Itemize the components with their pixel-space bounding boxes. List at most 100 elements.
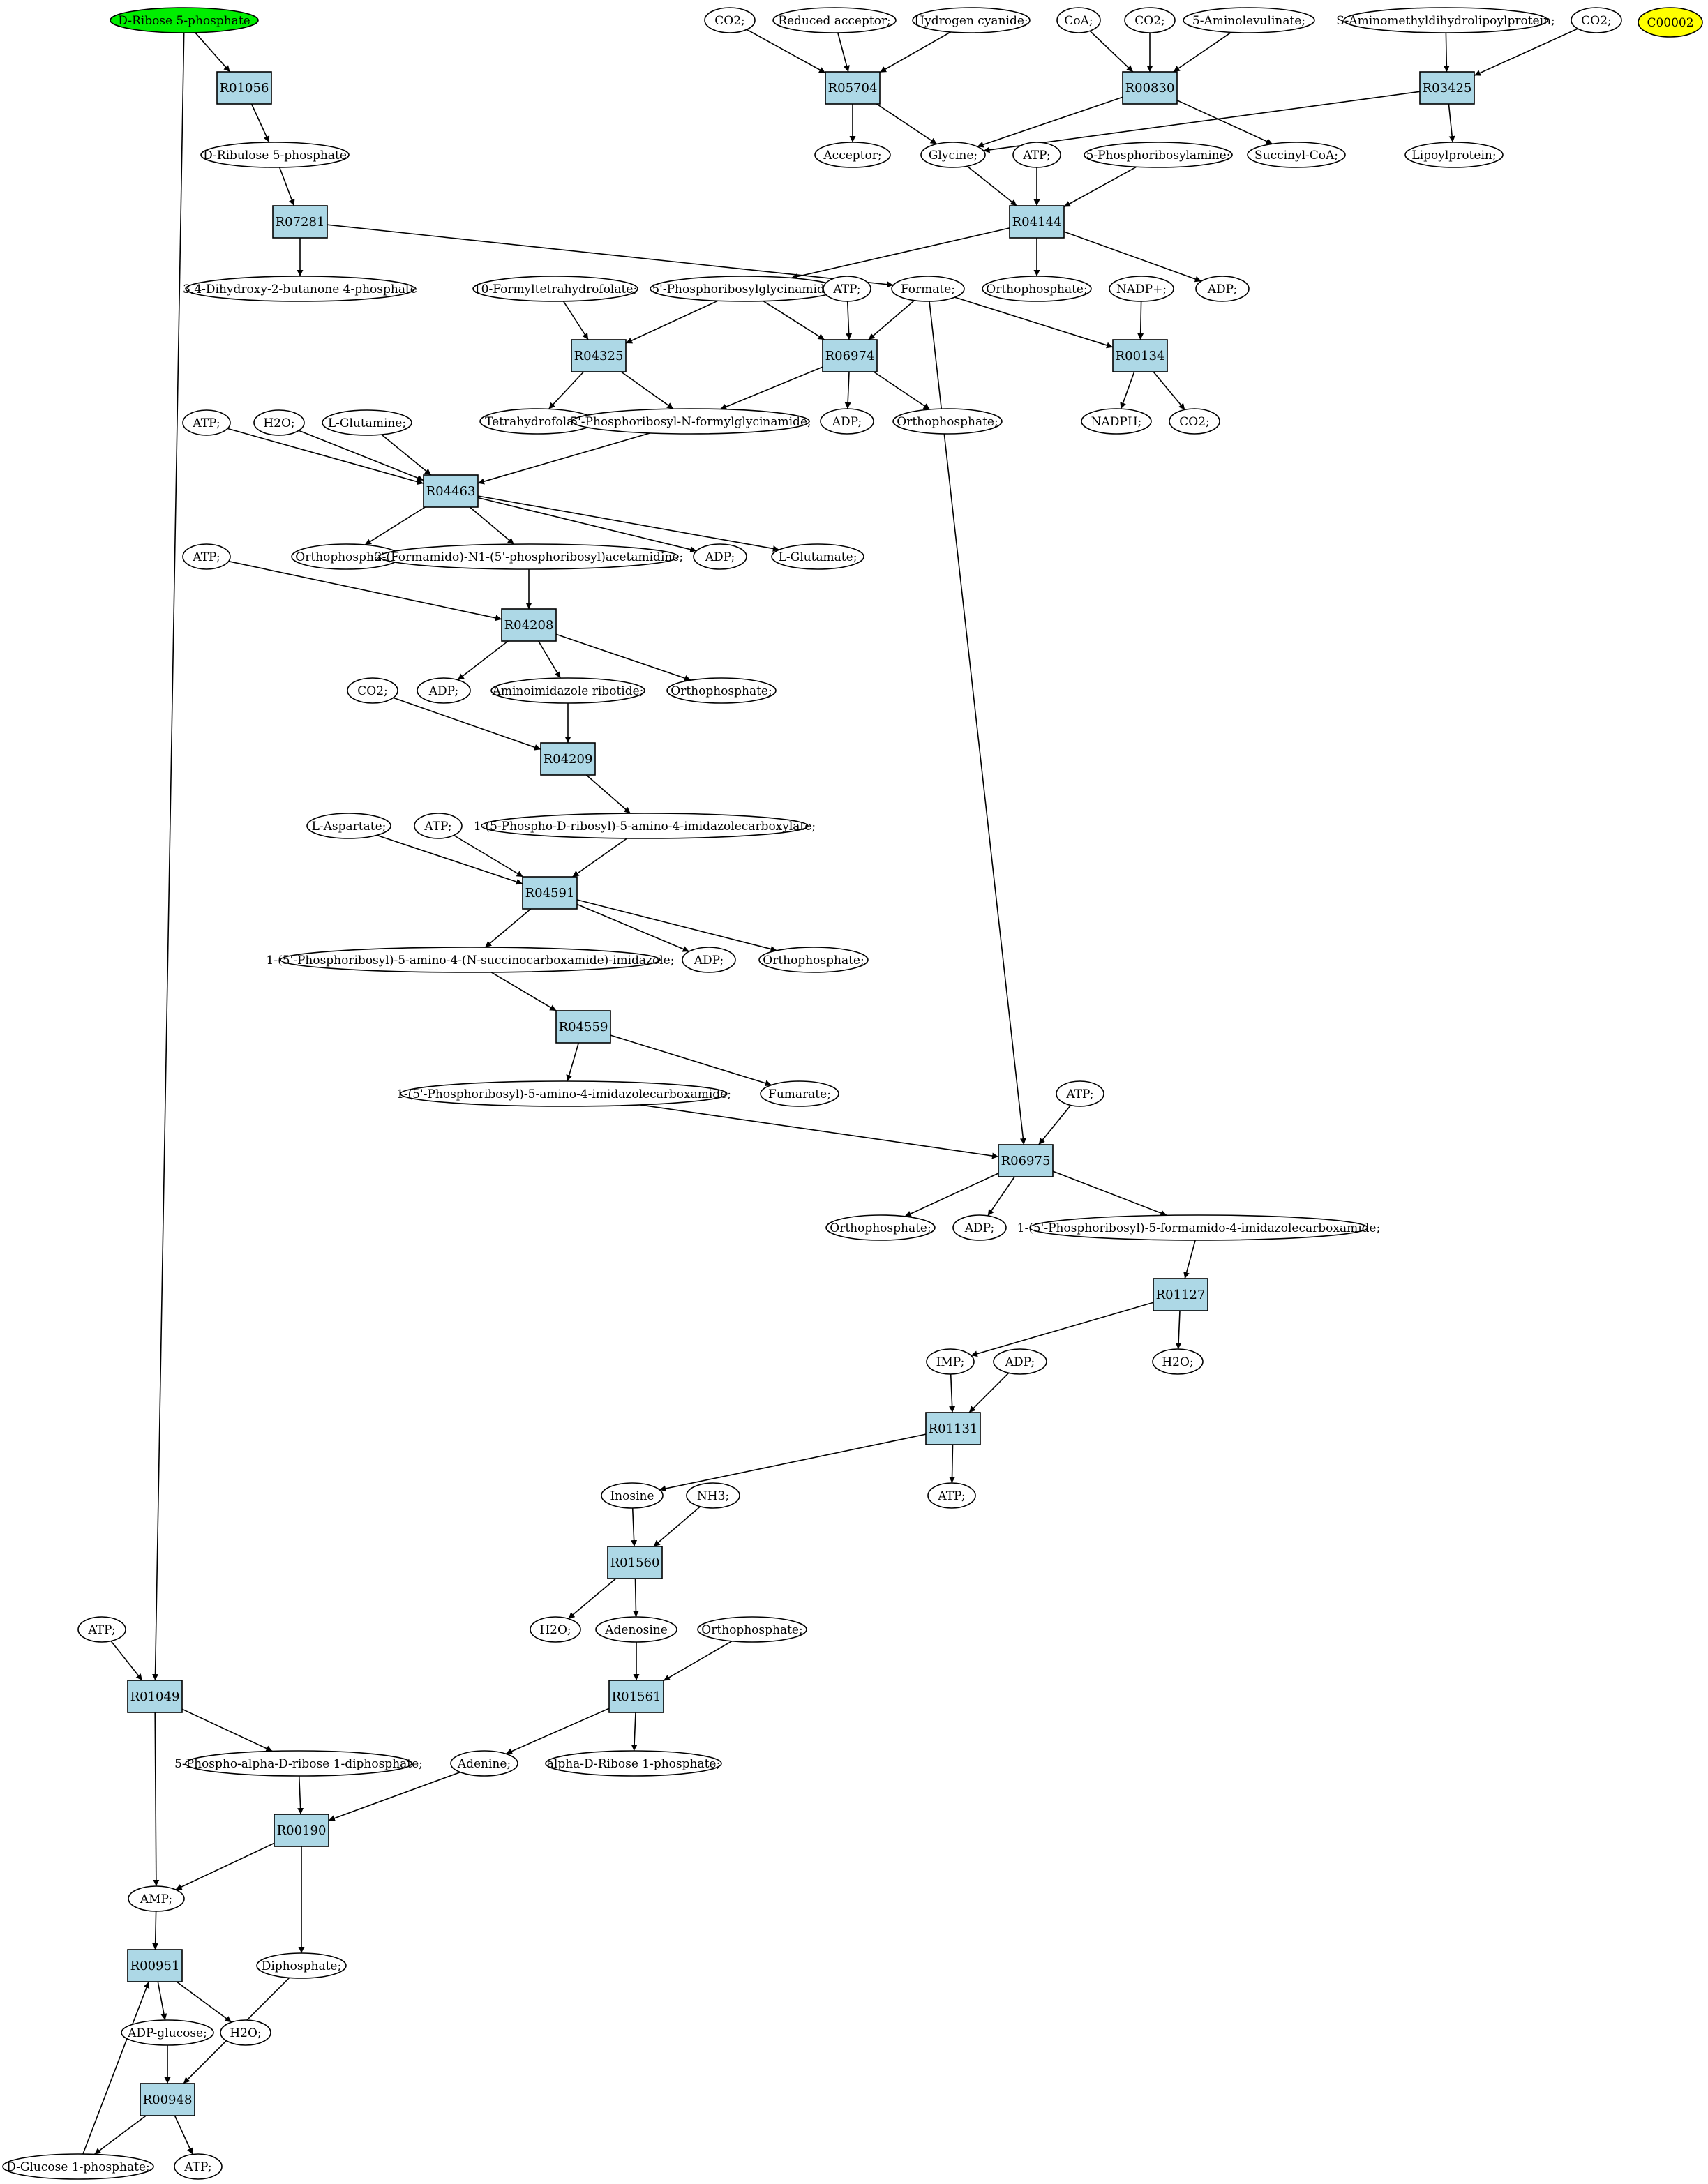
metabolite-node[interactable]: AMP; [128, 1885, 185, 1912]
metabolite-node[interactable]: ATP; [77, 1616, 126, 1643]
metabolite-node[interactable]: H2O; [1152, 1348, 1204, 1375]
reaction-node[interactable]: R01561 [608, 1680, 664, 1713]
metabolite-node[interactable]: ATP; [182, 409, 231, 436]
metabolite-node[interactable]: H2O; [253, 409, 305, 436]
metabolite-node[interactable]: L-Glutamine; [322, 409, 412, 436]
metabolite-node[interactable]: Orthophosphate; [892, 408, 1003, 435]
metabolite-node[interactable]: 5'-Phosphoribosyl-N-formylglycinamide; [570, 408, 811, 435]
metabolite-node[interactable]: Orthophosphate; [825, 1214, 936, 1241]
metabolite-node[interactable]: H2O; [530, 1616, 581, 1643]
metabolite-node[interactable]: L-Aspartate; [306, 813, 391, 839]
reaction-node[interactable]: R00830 [1122, 71, 1178, 105]
reaction-node[interactable]: R04559 [555, 1010, 611, 1044]
metabolite-node[interactable]: CoA; [1056, 7, 1101, 33]
metabolite-node[interactable]: Acceptor; [814, 142, 891, 168]
metabolite-node[interactable]: 5'-Phosphoribosylglycinamide; [650, 276, 838, 302]
metabolite-node[interactable]: ADP; [682, 947, 736, 973]
nodes-layer: D-Ribose 5-phosphate CO2; Reduced acceptor… [2, 7, 1703, 2180]
metabolite-node[interactable]: Succinyl-CoA; [1247, 142, 1346, 168]
reaction-node[interactable]: R01560 [607, 1546, 663, 1579]
metabolite-node[interactable]: CO2; [1571, 7, 1622, 33]
metabolite-node[interactable]: Reduced acceptor; [772, 7, 897, 33]
metabolite-node[interactable]: 5-Phospho-alpha-D-ribose 1-diphosphate; [174, 1750, 423, 1777]
metabolite-node[interactable]: Orthophosphate; [982, 276, 1092, 302]
metabolite-node[interactable]: Formate; [891, 276, 965, 302]
metabolite-node[interactable]: ATP; [823, 276, 871, 302]
reaction-node[interactable]: R07281 [272, 205, 328, 239]
reaction-node[interactable]: R01131 [925, 1412, 981, 1445]
reaction-node[interactable]: R01127 [1153, 1278, 1208, 1311]
metabolite-node[interactable]: NADP+; [1109, 276, 1174, 302]
metabolite-node[interactable]: Diphosphate; [256, 1952, 347, 1979]
metabolite-node[interactable]: ADP; [417, 677, 471, 704]
reaction-node[interactable]: R00134 [1112, 339, 1168, 372]
metabolite-node[interactable]: CO2; [347, 677, 398, 704]
metabolite-node[interactable]: Orthophosphate; [666, 677, 777, 704]
metabolite-node[interactable]: S-Aminomethyldihydrolipoylprotein; [1336, 7, 1555, 33]
reaction-node[interactable]: R06974 [822, 339, 878, 372]
metabolite-node[interactable]: L-Glutamate; [771, 543, 864, 570]
metabolite-node[interactable]: NH3; [686, 1482, 740, 1509]
metabolite-node[interactable]: CO2; [1124, 7, 1176, 33]
metabolite-node[interactable]: ADP; [1195, 276, 1250, 302]
reaction-node[interactable]: R04144 [1009, 205, 1065, 239]
metabolite-node[interactable]: Lipoylprotein; [1404, 142, 1504, 168]
metabolite-node[interactable]: Inosine [601, 1482, 664, 1509]
reaction-node[interactable]: R05704 [825, 71, 881, 105]
metabolite-node[interactable]: 1-(5'-Phosphoribosyl)-5-amino-4-imidazol… [396, 1080, 731, 1107]
metabolite-node[interactable]: 1-(5-Phospho-D-ribosyl)-5-amino-4-imidaz… [474, 813, 816, 839]
metabolite-node[interactable]: IMP; [926, 1348, 975, 1375]
metabolite-node[interactable]: Adenine; [450, 1750, 518, 1777]
edge-R00948-to-atp_9 [174, 2115, 193, 2155]
reaction-node[interactable]: R00951 [127, 1949, 183, 1982]
metabolite-node[interactable]: ADP; [993, 1348, 1047, 1375]
metabolite-node[interactable]: H2O; [220, 2019, 271, 2046]
reaction-node[interactable]: R06975 [998, 1144, 1054, 1177]
metabolite-node[interactable]: Glycine; [920, 142, 986, 168]
reaction-node[interactable]: R01049 [127, 1680, 183, 1713]
reaction-node[interactable]: R04209 [540, 742, 596, 776]
reaction-node[interactable]: R00190 [274, 1814, 329, 1847]
metabolite-node[interactable]: Orthophosphate; [758, 947, 869, 973]
metabolite-node[interactable]: Orthophosphate; [697, 1616, 807, 1643]
metabolite-node[interactable]: 3,4-Dihydroxy-2-butanone 4-phosphate [183, 276, 417, 302]
metabolite-node[interactable]: CO2; [704, 7, 756, 33]
metabolite-node[interactable]: ATP; [1012, 142, 1061, 168]
reaction-node[interactable]: R04463 [423, 474, 479, 508]
metabolite-node[interactable]: 2-(Formamido)-N1-(5'-phosphoribosyl)acet… [375, 543, 683, 570]
metabolite-node[interactable]: ATP; [182, 543, 231, 570]
reaction-node[interactable]: R04591 [522, 876, 578, 910]
metabolite-node[interactable]: C00002 [1638, 7, 1703, 38]
metabolite-node[interactable]: D-Glucose 1-phosphate; [2, 2153, 154, 2180]
metabolite-node[interactable]: ADP; [820, 408, 874, 435]
reaction-node[interactable]: R04325 [571, 339, 627, 372]
metabolite-node[interactable]: D-Ribulose 5-phosphate [200, 142, 350, 168]
metabolite-node[interactable]: Orthophosphate; [291, 543, 401, 570]
reaction-node[interactable]: R04208 [501, 608, 557, 642]
metabolite-node[interactable]: 1-(5'-Phosphoribosyl)-5-amino-4-(N-succi… [267, 947, 675, 973]
metabolite-node[interactable]: D-Ribose 5-phosphate [110, 7, 259, 33]
metabolite-node[interactable]: Adenosine [595, 1616, 677, 1643]
metabolite-node[interactable]: ATP; [414, 813, 463, 839]
metabolite-node[interactable]: ATP; [174, 2153, 223, 2180]
reaction-node[interactable]: R01056 [216, 71, 272, 105]
metabolite-node[interactable]: ATP; [927, 1482, 976, 1509]
metabolite-node[interactable]: 10-Formyltetrahydrofolate; [472, 276, 638, 302]
metabolite-node[interactable]: ADP; [952, 1214, 1007, 1241]
metabolite-node[interactable]: Aminoimidazole ribotide; [490, 677, 645, 704]
metabolite-node[interactable]: Hydrogen cyanide; [912, 7, 1031, 33]
metabolite-node[interactable]: 5-Phosphoribosylamine; [1084, 142, 1233, 168]
metabolite-node[interactable]: ADP-glucose; [121, 2019, 214, 2046]
metabolite-node[interactable]: ADP; [693, 543, 747, 570]
metabolite-node[interactable]: Fumarate; [760, 1080, 839, 1107]
metabolite-node[interactable]: ATP; [1056, 1080, 1104, 1107]
metabolite-node[interactable]: alpha-D-Ribose 1-phosphate; [545, 1750, 722, 1777]
edge-R04463-to-fgam [469, 506, 515, 545]
metabolite-node[interactable]: 5-Aminolevulinate; [1183, 7, 1315, 33]
reaction-node[interactable]: R00948 [140, 2083, 195, 2116]
metabolite-node[interactable]: 1-(5'-Phosphoribosyl)-5-formamido-4-imid… [1017, 1214, 1381, 1241]
metabolite-node[interactable]: NADPH; [1081, 408, 1152, 435]
metabolite-node[interactable]: CO2; [1169, 408, 1220, 435]
metabolite-node[interactable]: Tetrahydrofolate; [479, 408, 595, 435]
reaction-node[interactable]: R03425 [1419, 71, 1475, 105]
